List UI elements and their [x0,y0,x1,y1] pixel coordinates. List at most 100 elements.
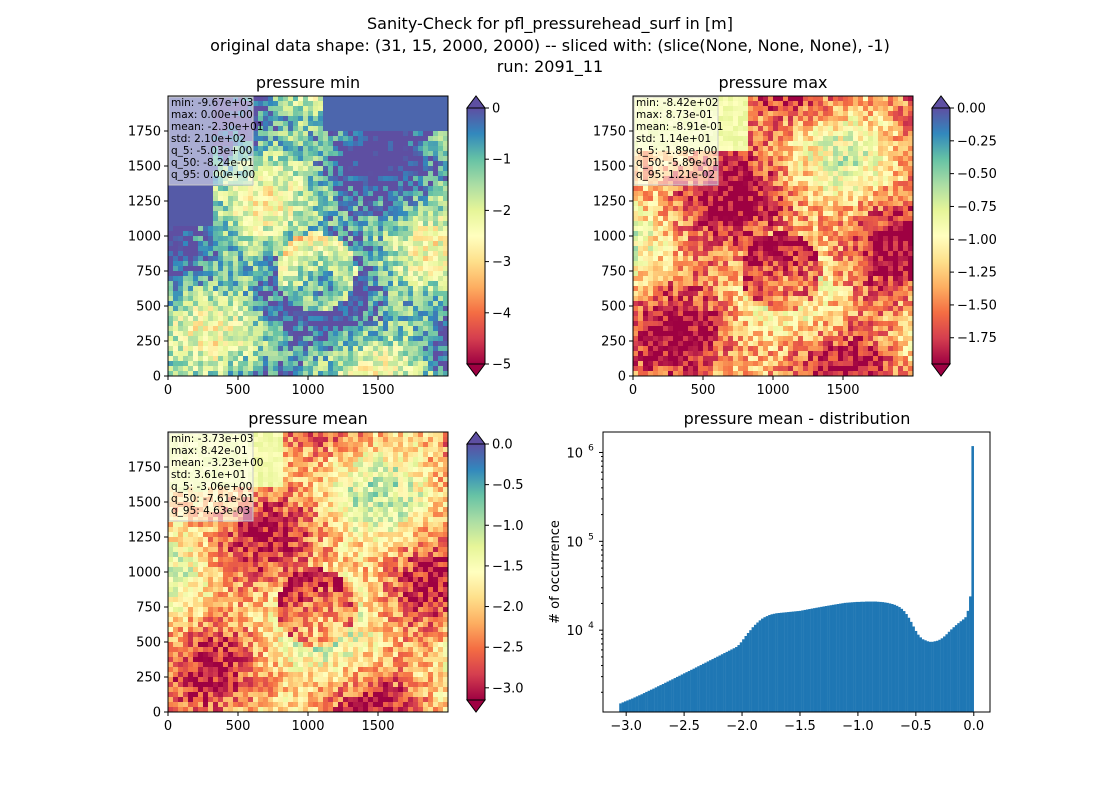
heatmap-cell [328,261,334,267]
heatmap-cell [303,321,309,327]
heatmap-cell [873,96,879,102]
heatmap-cell [853,176,859,182]
heatmap-cell [198,236,204,242]
heatmap-cell [888,126,894,132]
heatmap-cell [723,236,729,242]
heatmap-cell [643,211,649,217]
heatmap-cell [358,311,364,317]
heatmap-cell [288,161,294,167]
heatmap-cell [398,326,404,332]
heatmap-cell [423,306,429,312]
heatmap-cell [438,231,444,237]
heatmap-cell [273,236,279,242]
heatmap-cell [898,141,904,147]
heatmap-cell [823,166,829,172]
heatmap-cell [633,191,639,197]
heatmap-cell [443,176,449,182]
heatmap-cell [228,291,234,297]
heatmap-cell [378,361,384,367]
heatmap-cell [328,356,334,362]
heatmap-cell [233,201,239,207]
heatmap-cell [363,286,369,292]
heatmap-cell [413,281,419,287]
heatmap-cell [173,256,179,262]
heatmap-cell [848,246,854,252]
heatmap-cell [383,241,389,247]
heatmap-cell [343,106,349,112]
heatmap-cell [833,176,839,182]
heatmap-cell [258,306,264,312]
heatmap-cell [403,321,409,327]
heatmap-cell [893,226,899,232]
heatmap-cell [253,316,259,322]
heatmap-cell [873,116,879,122]
heatmap-cell [883,151,889,157]
heatmap-cell [378,346,384,352]
heatmap-cell [868,116,874,122]
heatmap-cell [228,276,234,282]
heatmap-cell [658,241,664,247]
heatmap-cell [233,361,239,367]
heatmap-cell [208,336,214,342]
heatmap-cell [783,176,789,182]
heatmap-cell [323,221,329,227]
heatmap-cell [318,291,324,297]
heatmap-cell [283,351,289,357]
heatmap-cell [748,211,754,217]
heatmap-cell [868,206,874,212]
heatmap-cell [388,186,394,192]
heatmap-cell [808,166,814,172]
heatmap-cell [333,276,339,282]
heatmap-cell [293,136,299,142]
heatmap-cell [263,191,269,197]
heatmap-cell [318,321,324,327]
heatmap-cell [863,236,869,242]
heatmap-cell [433,166,439,172]
heatmap-cell [223,251,229,257]
heatmap-cell [213,326,219,332]
heatmap-cell [878,211,884,217]
heatmap-cell [418,371,424,377]
heatmap-cell [873,181,879,187]
heatmap-cell [378,236,384,242]
heatmap-cell [873,121,879,127]
heatmap-cell [438,341,444,347]
heatmap-cell [813,121,819,127]
heatmap-cell [888,246,894,252]
heatmap-cell [728,111,734,117]
heatmap-cell [278,306,284,312]
heatmap-cell [418,96,424,102]
heatmap-cell [863,196,869,202]
heatmap-cell [738,146,744,152]
heatmap-cell [303,371,309,377]
heatmap-cell [653,221,659,227]
heatmap-cell [808,141,814,147]
heatmap-cell [313,136,319,142]
heatmap-cell [338,301,344,307]
heatmap-cell [808,236,814,242]
heatmap-cell [253,246,259,252]
heatmap-cell [338,226,344,232]
heatmap-cell [278,281,284,287]
heatmap-cell [308,161,314,167]
heatmap-cell [678,216,684,222]
heatmap-cell [433,251,439,257]
heatmap-cell [873,176,879,182]
heatmap-cell [273,291,279,297]
heatmap-cell [658,191,664,197]
heatmap-cell [343,251,349,257]
heatmap-cell [898,191,904,197]
heatmap-cell [828,116,834,122]
heatmap-cell [258,226,264,232]
heatmap-cell [278,301,284,307]
heatmap-cell [263,101,269,107]
heatmap-cell [718,231,724,237]
heatmap-cell [378,331,384,337]
heatmap-cell [328,296,334,302]
heatmap-cell [418,251,424,257]
heatmap-cell [768,111,774,117]
heatmap-cell [413,191,419,197]
heatmap-cell [813,176,819,182]
heatmap-cell [193,246,199,252]
heatmap-cell [398,111,404,117]
